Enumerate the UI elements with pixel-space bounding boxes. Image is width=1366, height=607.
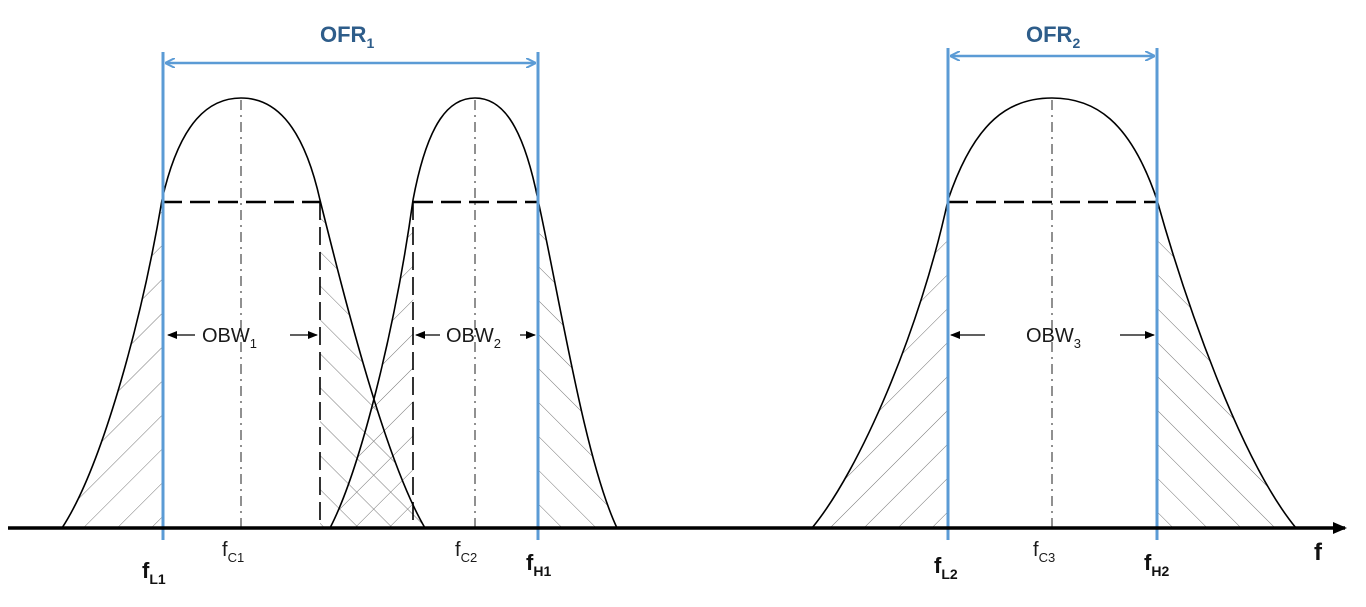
obw3-label: OBW3	[1026, 325, 1081, 351]
hatch-curve1-right	[320, 200, 425, 528]
ofr2-label-base: OFR	[1026, 22, 1073, 47]
obw2-label: OBW2	[446, 325, 501, 351]
hatch-curve3-right	[1157, 200, 1296, 528]
fh1-label: fH1	[526, 550, 551, 579]
fc1-label-sub: C1	[228, 550, 245, 565]
obw2-label-base: OBW	[446, 325, 494, 347]
fc2-label-sub: C2	[461, 550, 478, 565]
ofr1-label-sub: 1	[366, 35, 374, 51]
obw1-label-sub: 1	[250, 336, 257, 351]
obw1-label-base: OBW	[202, 325, 250, 347]
fh1-label-base: f	[526, 550, 534, 575]
obw3-label-sub: 3	[1074, 336, 1081, 351]
ofr2-label-sub: 2	[1072, 35, 1080, 51]
fl2-label: fL2	[934, 553, 958, 582]
hatch-curve1-left	[62, 200, 164, 528]
hatch-curve2-left	[330, 200, 414, 528]
center-lines	[240, 100, 1053, 528]
fc2-label: fC2	[455, 539, 477, 565]
ofr1-label-base: OFR	[320, 22, 367, 47]
hatch-curve2-right	[538, 200, 617, 528]
blue-edge-lines	[161, 48, 1159, 540]
spectrum-curves	[61, 97, 1297, 529]
obw2-label-sub: 2	[494, 336, 501, 351]
fl2-label-sub: L2	[941, 566, 958, 582]
spectrum-curve-2	[329, 97, 618, 529]
frequency-axis-label: f	[1314, 539, 1323, 566]
fl1-label-sub: L1	[149, 571, 166, 587]
fh2-label: fH2	[1144, 550, 1169, 579]
ofr-arrows	[166, 56, 1154, 63]
fc2-label-base: f	[455, 539, 461, 561]
fc1-label: fC1	[222, 539, 244, 565]
hatch-curve3-left	[812, 200, 949, 528]
spectrum-curve-3	[811, 97, 1297, 529]
fl2-label-base: f	[934, 553, 942, 578]
spectrum-curve-1	[61, 97, 426, 529]
obw1-label: OBW1	[202, 325, 257, 351]
ofr2-label: OFR2	[1026, 22, 1080, 51]
obw3-label-base: OBW	[1026, 325, 1074, 347]
fc3-label: fC3	[1033, 539, 1055, 565]
ofr1-label: OFR1	[320, 22, 374, 51]
fc1-label-base: f	[222, 539, 228, 561]
fl1-label-base: f	[142, 558, 150, 583]
fc3-label-sub: C3	[1039, 550, 1056, 565]
hatch-regions	[62, 200, 1296, 528]
fh2-label-sub: H2	[1151, 563, 1169, 579]
fh2-label-base: f	[1144, 550, 1152, 575]
fc3-label-base: f	[1033, 539, 1039, 561]
bandwidth-edge-lines	[319, 202, 414, 528]
fl1-label: fL1	[142, 558, 166, 587]
fh1-label-sub: H1	[533, 563, 551, 579]
